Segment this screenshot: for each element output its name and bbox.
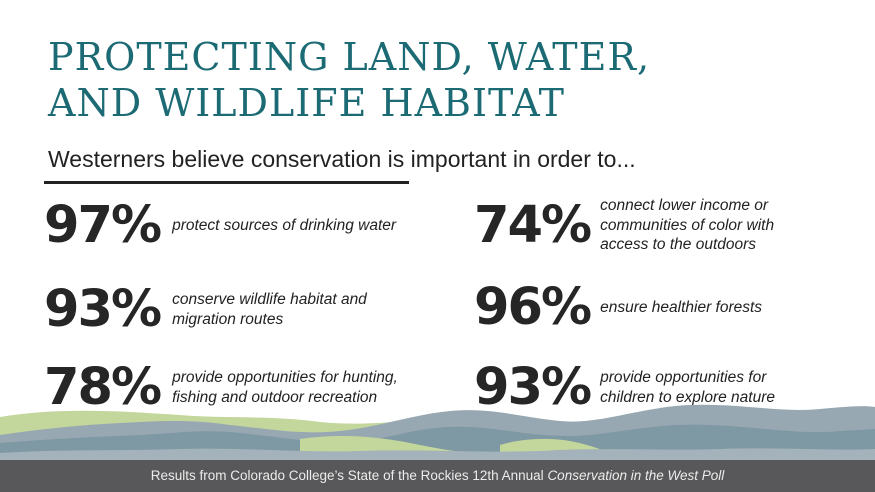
stat-description: provide opportunities for hunting, fishi… [172, 369, 398, 406]
stat-percent: 93% [474, 358, 592, 417]
mountain-layer-front [0, 448, 875, 462]
footer-poll-name: Conservation in the West Poll [547, 468, 725, 483]
stat-description: ensure healthier forests [600, 298, 763, 316]
stat-percent: 97% [44, 196, 162, 255]
stat-percent: 78% [44, 358, 162, 417]
stat-percent: 96% [474, 278, 592, 337]
page-title: PROTECTING LAND, WATER, AND WILDLIFE HAB… [48, 34, 650, 126]
stat-description: protect sources of drinking water [172, 216, 397, 234]
stat-wildlife-habitat: 93% conserve wildlife habitat and migrat… [44, 284, 367, 335]
subtitle: Westerners believe conservation is impor… [48, 146, 636, 172]
stat-drinking-water: 97% protect sources of drinking water [44, 200, 396, 251]
footer-source-note: Results from Colorado College’s State of… [0, 460, 875, 492]
stat-children-nature: 93% provide opportunities for children t… [474, 362, 775, 413]
title-line-2: AND WILDLIFE HABITAT [48, 81, 565, 125]
title-line-1: PROTECTING LAND, WATER, [48, 35, 651, 79]
mountain-landscape-illustration [0, 404, 875, 462]
stat-description: provide opportunities for children to ex… [600, 369, 775, 406]
stat-description: connect lower income or communities of c… [600, 197, 775, 253]
mountain-layer-front-green [300, 436, 610, 453]
stat-healthier-forests: 96% ensure healthier forests [474, 282, 762, 333]
stat-description: conserve wildlife habitat and migration … [172, 291, 367, 328]
stat-outdoor-access: 74% connect lower income or communities … [474, 196, 774, 255]
stat-hunting-fishing: 78% provide opportunities for hunting, f… [44, 362, 398, 413]
stat-percent: 93% [44, 280, 162, 339]
stat-percent: 74% [474, 195, 592, 255]
footer-text: Results from Colorado College’s State of… [150, 468, 548, 483]
subtitle-underline [44, 181, 409, 184]
